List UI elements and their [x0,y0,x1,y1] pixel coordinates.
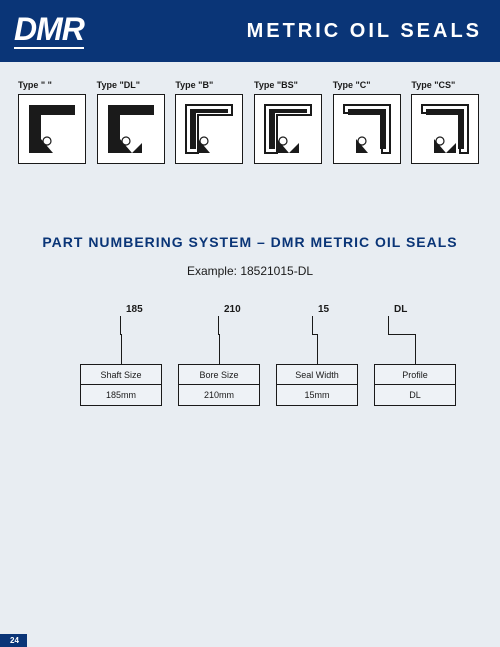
pn-field-name: Seal Width [277,365,357,385]
pn-connector [120,316,121,334]
pn-field-name: Profile [375,365,455,385]
pn-connector [219,334,220,364]
seal-type-label: Type "CS" [411,80,482,90]
page: DMR METRIC OIL SEALS Type " " Type "DL" … [0,0,500,647]
pn-code: 15 [318,304,329,315]
pn-field-value: 15mm [277,385,357,405]
seal-type-cell: Type "BS" [254,80,325,164]
seal-type-label: Type " " [18,80,89,90]
seal-types-row: Type " " Type "DL" Type "B" Type "BS" Ty… [0,62,500,164]
pn-connector [317,334,318,364]
pn-code: DL [394,304,407,315]
seal-profile-icon [254,94,322,164]
example-code: 18521015-DL [240,264,313,278]
seal-profile-icon [175,94,243,164]
seal-profile-icon [18,94,86,164]
page-title: METRIC OIL SEALS [247,20,482,43]
seal-type-cell: Type "C" [333,80,404,164]
seal-type-label: Type "BS" [254,80,325,90]
seal-type-label: Type "DL" [97,80,168,90]
seal-type-label: Type "C" [333,80,404,90]
pn-field-name: Bore Size [179,365,259,385]
pn-field-value: 210mm [179,385,259,405]
seal-profile-icon [97,94,165,164]
pn-field-box: Seal Width 15mm [276,364,358,406]
title-box: METRIC OIL SEALS [130,0,500,62]
seal-type-cell: Type "B" [175,80,246,164]
pn-connector [388,316,389,334]
brand-logo: DMR [14,13,84,49]
pn-field-box: Profile DL [374,364,456,406]
pn-connector [121,334,122,364]
pn-field-value: DL [375,385,455,405]
pn-field-name: Shaft Size [81,365,161,385]
pn-field-value: 185mm [81,385,161,405]
part-number-diagram: 185 Shaft Size 185mm 210 Bore Size 210mm 1… [50,304,450,454]
pn-connector [312,316,313,334]
seal-type-cell: Type "CS" [411,80,482,164]
logo-box: DMR [0,0,130,62]
pn-connector [388,334,415,335]
pn-connector [218,316,219,334]
pn-connector [415,334,416,364]
seal-profile-icon [411,94,479,164]
seal-profile-icon [333,94,401,164]
pn-field-box: Bore Size 210mm [178,364,260,406]
pn-field-box: Shaft Size 185mm [80,364,162,406]
seal-type-label: Type "B" [175,80,246,90]
pn-code: 185 [126,304,143,315]
example-prefix: Example: [187,264,240,278]
example-line: Example: 18521015-DL [0,264,500,278]
seal-type-cell: Type "DL" [97,80,168,164]
section-heading: PART NUMBERING SYSTEM – DMR METRIC OIL S… [0,234,500,250]
pn-code: 210 [224,304,241,315]
header: DMR METRIC OIL SEALS [0,0,500,62]
seal-type-cell: Type " " [18,80,89,164]
page-number: 24 [0,634,27,647]
